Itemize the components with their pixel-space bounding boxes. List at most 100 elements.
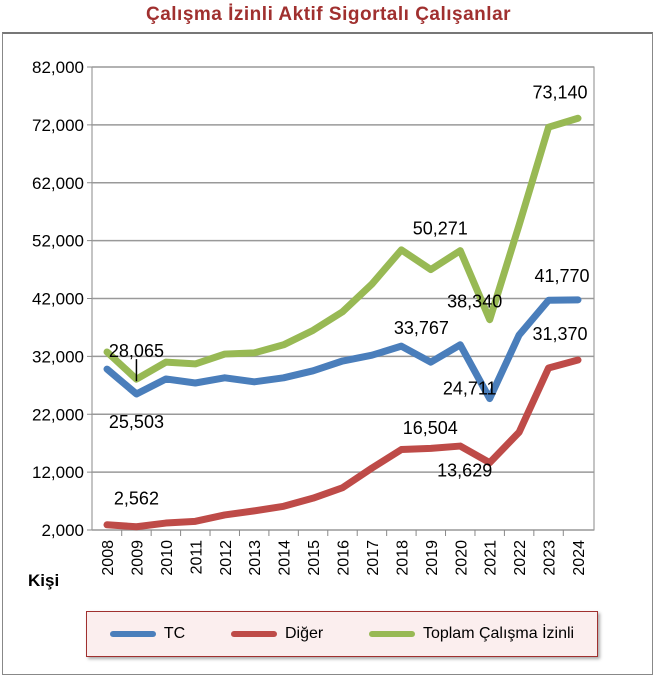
x-tick-label: 2017: [365, 540, 382, 576]
legend-swatch: [368, 631, 415, 637]
data-point: [253, 381, 255, 383]
x-tick-label: 2011: [188, 540, 205, 575]
data-point: [283, 377, 285, 379]
data-point: [577, 117, 579, 119]
x-tick-label: 2013: [247, 540, 264, 576]
data-point: [430, 361, 432, 363]
data-point: [548, 299, 550, 301]
data-point: [165, 522, 167, 524]
data-point: [459, 344, 461, 346]
legend-swatch: [230, 631, 277, 637]
data-point: [518, 224, 520, 226]
data-point: [106, 524, 108, 526]
data-label: 41,770: [534, 266, 589, 286]
series-line-2: [103, 114, 582, 383]
legend-item-diger: Diğer: [230, 625, 324, 643]
data-label: 13,629: [437, 461, 492, 481]
data-point: [165, 378, 167, 380]
data-point: [135, 393, 137, 395]
data-point: [489, 319, 491, 321]
y-axis-label: Kişi: [28, 571, 60, 590]
data-point: [577, 359, 579, 361]
data-point: [106, 368, 108, 370]
data-point: [135, 526, 137, 528]
data-point: [371, 354, 373, 356]
x-tick-label: 2022: [512, 540, 529, 576]
data-point: [489, 462, 491, 464]
data-point: [283, 505, 285, 507]
data-point: [165, 361, 167, 363]
data-label: 31,370: [532, 324, 587, 344]
data-point: [371, 467, 373, 469]
data-point: [253, 510, 255, 512]
y-tick-label: 62,000: [32, 174, 84, 193]
data-point: [400, 449, 402, 451]
data-point: [577, 299, 579, 301]
x-tick-label: 2020: [453, 540, 470, 576]
chart-frame: [2, 32, 653, 675]
data-point: [106, 351, 108, 353]
data-point: [224, 514, 226, 516]
x-tick-label: 2009: [129, 540, 146, 576]
data-point: [194, 363, 196, 365]
legend-label: TC: [163, 625, 186, 642]
data-point: [489, 398, 491, 400]
x-tick-label: 2015: [306, 540, 323, 576]
y-tick-label: 32,000: [32, 347, 84, 366]
data-point: [459, 445, 461, 447]
data-point: [342, 311, 343, 313]
legend-swatch: [109, 631, 156, 637]
x-tick-label: 2010: [159, 540, 176, 576]
legend: TC Diğer Toplam Çalışma İzinli: [86, 611, 598, 657]
x-tick-label: 2024: [571, 540, 588, 576]
data-label: 38,340: [447, 292, 502, 312]
data-label: 16,504: [403, 418, 458, 438]
x-tick-label: 2016: [336, 540, 353, 576]
y-tick-label: 82,000: [32, 58, 84, 77]
data-point: [459, 250, 461, 252]
y-tick-label: 72,000: [32, 116, 84, 135]
data-point: [253, 352, 255, 354]
data-point: [224, 353, 226, 355]
legend-item-toplam: Toplam Çalışma İzinli: [368, 625, 575, 643]
x-tick-label: 2008: [100, 540, 117, 576]
data-point: [194, 520, 196, 522]
data-point: [312, 497, 314, 499]
data-point: [400, 249, 402, 251]
x-tick-label: 2023: [542, 540, 559, 576]
x-tick-label: 2021: [483, 540, 500, 576]
y-tick-label: 52,000: [32, 232, 84, 251]
legend-item-tc: TC: [109, 625, 186, 643]
series-line-1: [103, 356, 582, 531]
data-label: 28,065: [109, 341, 164, 361]
data-label: 50,271: [413, 219, 468, 239]
chart-title: Çalışma İzinli Aktif Sigortalı Çalışanla…: [145, 4, 512, 25]
data-label: 33,767: [394, 318, 449, 338]
data-point: [371, 283, 373, 285]
data-point: [342, 487, 343, 489]
data-point: [518, 334, 520, 336]
data-point: [224, 377, 226, 379]
data-point: [194, 382, 196, 384]
data-label: 73,140: [532, 82, 587, 102]
data-point: [430, 269, 432, 271]
data-point: [400, 345, 402, 347]
data-point: [342, 360, 343, 362]
data-label: 25,503: [109, 412, 164, 432]
legend-label: Diğer: [284, 625, 324, 642]
data-point: [312, 370, 314, 372]
data-point: [518, 431, 520, 433]
legend-label: Toplam Çalışma İzinli: [422, 625, 575, 642]
data-label: 24,711: [443, 379, 497, 399]
y-tick-label: 42,000: [32, 290, 84, 309]
y-tick-label: 2,000: [41, 521, 84, 540]
x-tick-label: 2018: [394, 540, 411, 576]
data-point: [548, 126, 550, 128]
data-point: [312, 329, 314, 331]
x-tick-label: 2014: [277, 540, 294, 576]
data-point: [283, 344, 285, 346]
data-point: [430, 447, 432, 449]
x-tick-label: 2012: [218, 540, 235, 576]
